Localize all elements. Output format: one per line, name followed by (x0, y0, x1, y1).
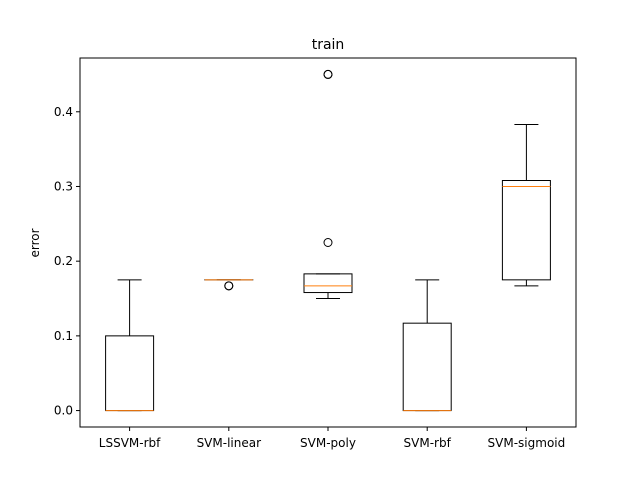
chart-title: train (312, 37, 345, 53)
y-tick-label: 0.4 (54, 105, 73, 119)
y-tick-label: 0.2 (54, 254, 73, 268)
x-tick-label: SVM-rbf (404, 436, 452, 450)
y-tick-label: 0.0 (54, 404, 73, 418)
x-tick-label: SVM-poly (300, 436, 356, 450)
y-tick-label: 0.3 (54, 179, 73, 193)
y-tick-label: 0.1 (54, 329, 73, 343)
x-tick-label: LSSVM-rbf (99, 436, 161, 450)
x-tick-label: SVM-linear (197, 436, 262, 450)
x-tick-label: SVM-sigmoid (488, 436, 566, 450)
y-axis-label: error (28, 228, 42, 257)
